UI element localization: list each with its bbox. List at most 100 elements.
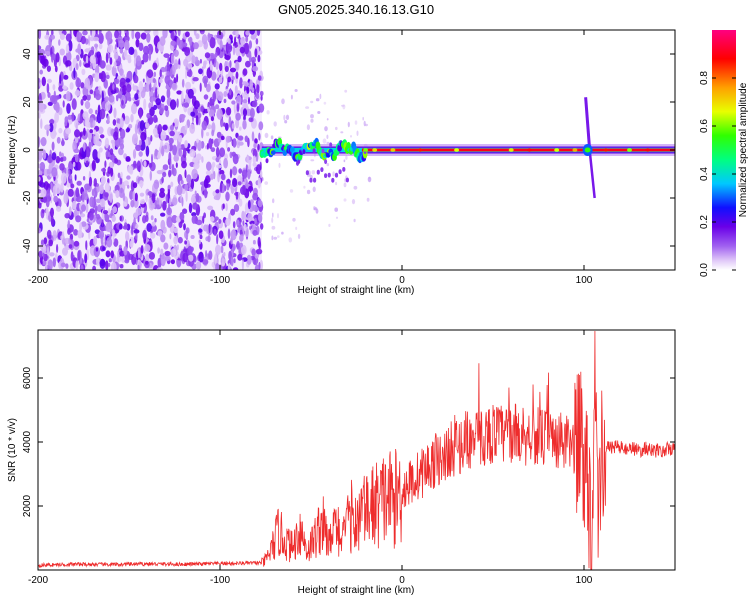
noise-speck [278,162,281,168]
noise-blob [186,174,192,184]
noise-blob [135,38,140,48]
noise-blob [98,126,104,135]
noise-blob [52,185,57,197]
noise-blob [196,153,202,161]
noise-speck [335,181,338,186]
noise-blob [237,227,241,233]
noise-blob [83,142,86,152]
noise-blob [165,194,168,204]
noise-blob [44,124,51,131]
noise-blob [132,182,138,189]
noise-blob [225,218,231,226]
noise-blob [177,30,181,37]
noise-blob [89,212,94,221]
noise-blob [156,57,159,66]
noise-blob [188,254,194,262]
noise-blob [211,71,217,81]
noise-blob [160,130,167,141]
noise-blob [223,91,228,97]
noise-speck [264,132,269,139]
noise-blob [234,85,238,94]
noise-blob [123,245,128,256]
noise-blob [203,178,209,189]
noise-blob [160,66,166,73]
noise-blob [51,95,58,105]
noise-blob [155,98,161,106]
noise-blob [227,263,231,270]
noise-blob [215,189,220,194]
noise-blob [88,108,93,115]
noise-blob [230,255,234,267]
noise-speck [322,138,327,144]
noise-blob [217,137,222,143]
noise-blob [224,185,227,192]
noise-blob [53,195,59,203]
noise-blob [113,52,119,60]
noise-blob [208,109,215,118]
noise-blob [168,151,172,163]
noise-blob [168,169,172,178]
noise-blob [160,212,166,217]
noise-blob [164,75,171,85]
noise-blob [51,53,54,63]
noise-blob [136,160,141,172]
noise-blob [118,39,125,49]
noise-blob [38,112,41,119]
noise-blob [74,129,81,138]
noise-blob [181,78,185,88]
noise-blob [162,200,167,211]
noise-blob [247,200,251,210]
noise-blob [89,49,95,56]
noise-blob [217,91,224,102]
spectrogram-y-tick-label: 40 [22,48,33,60]
noise-blob [77,229,83,239]
noise-blob [133,74,139,84]
noise-blob [218,218,222,224]
spike-core [584,147,591,153]
noise-blob [200,105,204,113]
noise-blob [112,206,118,214]
noise-speck [271,225,276,230]
noise-blob [83,193,89,201]
noise-blob [219,147,226,158]
noise-blob [224,55,231,60]
noise-blob [207,235,211,243]
noise-blob [91,135,94,147]
noise-speck [281,231,284,235]
noise-blob [190,178,195,190]
noise-blob [216,108,223,120]
noise-blob [98,30,102,37]
snr-x-tick-label: 0 [399,575,405,586]
noise-blob [50,34,55,40]
noise-blob [185,94,189,100]
noise-blob [47,101,53,107]
noise-blob [248,96,250,105]
noise-blob [257,54,261,63]
noise-blob [206,161,212,171]
noise-blob [63,74,69,80]
noise-blob [213,228,217,236]
noise-blob [221,173,226,181]
noise-blob [119,47,124,54]
noise-blob [227,76,232,83]
noise-blob [110,262,117,270]
noise-blob [132,190,135,201]
noise-blob [187,37,193,43]
carrier-spot [363,148,369,152]
noise-blob [117,172,121,179]
carrier-tail [331,177,335,183]
noise-blob [177,236,183,244]
noise-blob [118,147,124,156]
noise-speck [335,126,338,131]
noise-blob [232,221,236,229]
noise-blob [52,84,56,91]
noise-blob [173,49,179,57]
noise-blob [110,250,114,259]
noise-blob [208,250,213,260]
noise-blob [77,43,82,55]
noise-blob [170,40,176,46]
noise-blob [253,72,256,77]
noise-blob [39,69,43,75]
noise-blob [127,165,134,174]
noise-blob [46,83,50,94]
